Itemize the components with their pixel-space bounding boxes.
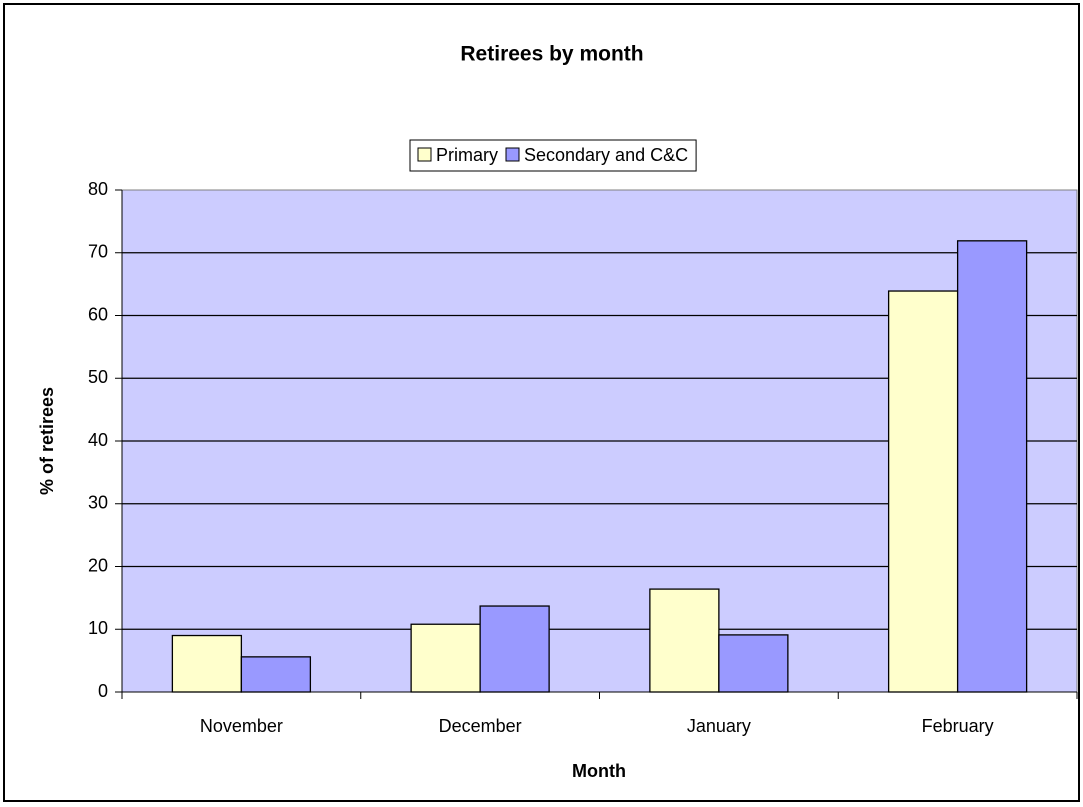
bar <box>718 634 789 693</box>
x-tick-label: November <box>200 716 283 736</box>
legend-swatch <box>417 147 432 162</box>
bar <box>410 623 481 693</box>
chart-title: Retirees by month <box>460 43 643 66</box>
bar <box>649 588 720 693</box>
x-tick-label: January <box>687 716 751 736</box>
bar <box>240 656 312 693</box>
legend-swatch <box>505 147 520 162</box>
x-tick-label: December <box>439 716 522 736</box>
legend-label: Primary <box>436 145 498 165</box>
bar <box>171 634 243 693</box>
legend-label: Secondary and C&C <box>524 145 688 165</box>
x-axis-label: Month <box>572 761 626 781</box>
legend: Primary Secondary and C&C <box>409 139 697 172</box>
y-axis-label: % of retirees <box>37 387 57 495</box>
y-tick-label: 50 <box>88 367 108 387</box>
x-tick-label: February <box>922 716 994 736</box>
bar <box>887 290 959 693</box>
y-tick-label: 80 <box>88 179 108 199</box>
y-tick-label: 60 <box>88 304 108 324</box>
y-tick-label: 70 <box>88 242 108 262</box>
bar <box>479 605 550 693</box>
bar <box>956 240 1028 693</box>
y-tick-label: 40 <box>88 430 108 450</box>
y-tick-label: 20 <box>88 555 108 575</box>
y-tick-label: 0 <box>98 681 108 701</box>
y-tick-label: 30 <box>88 493 108 513</box>
legend-box <box>409 139 697 172</box>
y-tick-label: 10 <box>88 618 108 638</box>
